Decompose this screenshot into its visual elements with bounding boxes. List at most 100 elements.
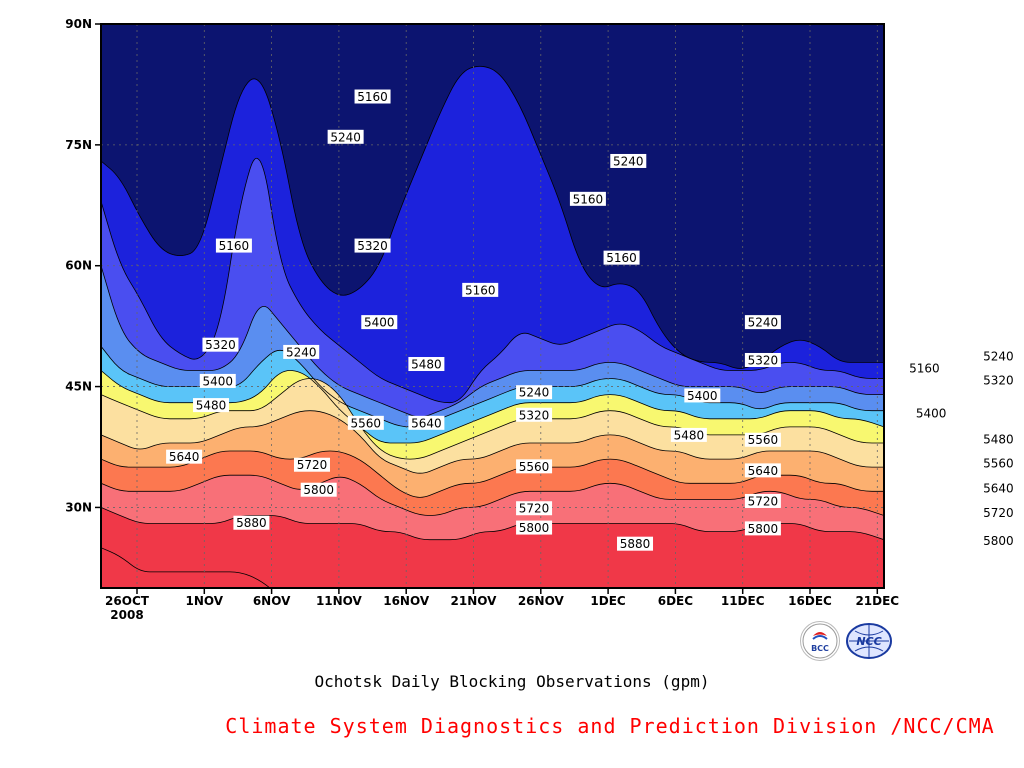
- y-tick-label: 45N: [65, 380, 92, 394]
- contour-label: 5240: [744, 315, 781, 330]
- contour-label: 5560: [347, 415, 384, 430]
- x-tick-label: 1DEC: [590, 594, 626, 608]
- contour-label-text: 5320: [205, 338, 236, 352]
- contour-label: 5560: [516, 459, 553, 474]
- contour-label-text: 5320: [357, 239, 388, 253]
- contour-label: 5560: [744, 432, 781, 447]
- contour-label-box: [516, 407, 553, 422]
- contour-label-box: [744, 315, 781, 330]
- contour-label: 5800: [300, 482, 337, 497]
- contour-label-text: 5160: [219, 239, 250, 253]
- contour-label-text: 5720: [748, 494, 779, 508]
- contour-label-text: 5480: [411, 358, 442, 372]
- contour-label-box: [166, 449, 203, 464]
- x-tick-label: 16DEC: [788, 594, 832, 608]
- contour-label-box: [516, 520, 553, 535]
- contour-label: 5320: [980, 373, 1017, 388]
- contour-line-5640: [101, 410, 884, 474]
- x-tick-label: 21NOV: [451, 594, 498, 608]
- contour-label: 5320: [516, 407, 553, 422]
- contour-label-text: 5240: [613, 154, 644, 168]
- contour-label: 5240: [327, 129, 364, 144]
- contour-label-text: 5240: [983, 349, 1014, 363]
- x-tick-label: 11NOV: [316, 594, 363, 608]
- contour-line-5720: [101, 450, 884, 498]
- contour-label-box: [408, 357, 445, 372]
- y-tick-label: 60N: [65, 259, 92, 273]
- contour-label-box: [516, 385, 553, 400]
- contour-label: 5160: [462, 282, 499, 297]
- x-tick-label: 16NOV: [383, 594, 430, 608]
- contour-label-box: [516, 459, 553, 474]
- contour-label-text: 5160: [606, 251, 637, 265]
- contour-label: 5240: [516, 385, 553, 400]
- x-tick-label: 11DEC: [721, 594, 765, 608]
- contour-label: 5640: [744, 463, 781, 478]
- contour-label: 5720: [516, 501, 553, 516]
- contour-label-text: 5480: [983, 432, 1014, 446]
- contour-label-box: [347, 415, 384, 430]
- y-axis: 90N 75N 60N 45N 30N: [65, 17, 101, 514]
- contour-label-box: [569, 191, 606, 206]
- contour-label-box: [361, 315, 398, 330]
- contour-label-text: 5800: [983, 534, 1014, 548]
- x-tick-label: 1NOV: [186, 594, 224, 608]
- contour-label-text: 5400: [687, 389, 718, 403]
- contour-label: 5800: [516, 520, 553, 535]
- contour-label: 5240: [980, 348, 1017, 363]
- contour-label-text: 5160: [357, 90, 388, 104]
- contour-label: 5240: [610, 153, 647, 168]
- contour-label-text: 5240: [748, 316, 779, 330]
- contour-label-box: [408, 415, 445, 430]
- contour-label-text: 5320: [983, 374, 1014, 388]
- contour-label-box: [215, 238, 252, 253]
- contour-line-5160: [101, 65, 884, 369]
- contour-label-box: [980, 533, 1017, 548]
- contour-labels: 5160 5240 5160 5320 5160 5400 5320 5240 5480 5400…: [166, 89, 1017, 551]
- x-tick-label: 6DEC: [658, 594, 694, 608]
- contour-label-box: [980, 348, 1017, 363]
- grid-lines: [101, 24, 884, 588]
- contour-label-text: 5720: [297, 458, 328, 472]
- ncc-logo-icon: NCC: [846, 623, 892, 659]
- contour-label: 5400: [684, 388, 721, 403]
- contour-label-text: 5480: [674, 428, 705, 442]
- contour-label: 5400: [913, 406, 950, 421]
- ncc-logo-text: NCC: [856, 635, 881, 648]
- contour-label: 5720: [744, 493, 781, 508]
- contour-label-text: 5160: [573, 192, 604, 206]
- contour-label-text: 5320: [519, 408, 550, 422]
- contour-label-text: 5640: [169, 450, 200, 464]
- contour-label-text: 5640: [983, 482, 1014, 496]
- contour-label: 5320: [744, 352, 781, 367]
- bcc-logo: BCC: [800, 621, 840, 661]
- contour-label: 5160: [906, 361, 943, 376]
- contour-label-box: [354, 89, 391, 104]
- credit-line: Climate System Diagnostics and Predictio…: [225, 714, 995, 738]
- contour-label-text: 5160: [909, 362, 940, 376]
- contour-label-box: [202, 337, 239, 352]
- contour-label-text: 5880: [236, 516, 267, 530]
- contour-label-box: [199, 373, 236, 388]
- contour-label-box: [462, 282, 499, 297]
- contour-label-box: [283, 344, 320, 359]
- contour-label-text: 5320: [748, 353, 779, 367]
- contour-label-text: 5720: [983, 506, 1014, 520]
- contour-label: 5160: [603, 250, 640, 265]
- contour-label: 5880: [233, 515, 270, 530]
- contour-label: 5400: [199, 373, 236, 388]
- contour-label-box: [913, 406, 950, 421]
- contour-label: 5480: [193, 398, 230, 413]
- x-year-label: 2008: [110, 608, 143, 622]
- contour-label: 5480: [980, 431, 1017, 446]
- contour-label: 5640: [980, 481, 1017, 496]
- contour-label: 5160: [215, 238, 252, 253]
- contour-label-text: 5800: [519, 521, 550, 535]
- contour-label-box: [980, 431, 1017, 446]
- contour-label: 5480: [670, 427, 707, 442]
- contour-label-box: [516, 501, 553, 516]
- contour-label-box: [980, 481, 1017, 496]
- contour-line-5320: [101, 265, 884, 418]
- contour-line-5880: [101, 507, 884, 541]
